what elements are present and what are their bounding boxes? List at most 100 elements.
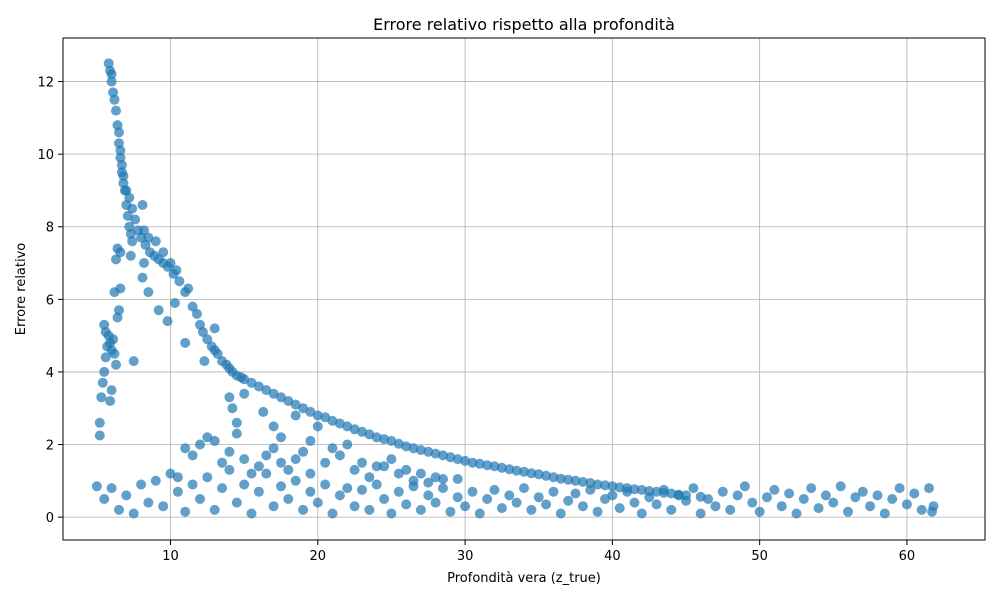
scatter-point bbox=[600, 494, 610, 504]
scatter-point bbox=[169, 298, 180, 308]
scatter-point bbox=[496, 462, 507, 473]
scatter-point bbox=[592, 506, 603, 517]
plot-frame bbox=[62, 37, 986, 541]
scatter-point bbox=[125, 250, 136, 261]
scatter-point bbox=[320, 457, 331, 468]
scatter-point bbox=[298, 504, 309, 515]
scatter-point bbox=[798, 494, 809, 504]
scatter-point bbox=[327, 508, 338, 519]
scatter-point bbox=[121, 200, 132, 210]
scatter-point bbox=[467, 486, 478, 497]
scatter-point bbox=[820, 490, 831, 501]
scatter-point bbox=[482, 460, 493, 471]
scatter-point bbox=[253, 381, 264, 392]
scatter-point bbox=[747, 497, 758, 508]
scatter-point bbox=[614, 482, 625, 493]
scatter-point bbox=[276, 481, 286, 492]
scatter-point bbox=[806, 483, 817, 494]
scatter-point bbox=[115, 247, 126, 258]
scatter-point bbox=[165, 468, 176, 479]
scatter-point bbox=[401, 499, 412, 510]
scatter-point bbox=[379, 434, 390, 445]
scatter-point bbox=[901, 499, 912, 510]
scatter-point bbox=[108, 334, 119, 345]
scatter-point bbox=[570, 475, 581, 486]
scatter-point bbox=[97, 377, 108, 388]
scatter-point bbox=[739, 481, 750, 492]
scatter-point bbox=[577, 501, 588, 512]
scatter-point bbox=[327, 443, 338, 454]
scatter-point bbox=[127, 236, 138, 247]
scatter-point bbox=[504, 490, 515, 501]
y-tick-label: 10 bbox=[37, 148, 54, 163]
scatter-point bbox=[118, 170, 129, 181]
scatter-point bbox=[909, 488, 920, 499]
scatter-point bbox=[320, 412, 331, 423]
scatter-point bbox=[122, 210, 133, 221]
scatter-point bbox=[128, 356, 139, 367]
scatter-point bbox=[541, 470, 552, 481]
scatter-point bbox=[474, 508, 485, 519]
scatter-point bbox=[143, 497, 154, 508]
scatter-point bbox=[334, 418, 345, 429]
scatter-point bbox=[128, 508, 139, 519]
scatter-point bbox=[666, 504, 677, 515]
scatter-point bbox=[357, 457, 367, 468]
scatter-point bbox=[305, 468, 316, 479]
axis-ticks: 10 20 30 40 50 60 0 2 4 6 8 10 12 bbox=[37, 76, 915, 564]
scatter-point bbox=[430, 497, 441, 508]
scatter-point bbox=[106, 69, 117, 80]
scatter-point bbox=[393, 438, 404, 449]
scatter-point bbox=[96, 392, 107, 403]
scatter-point bbox=[320, 479, 331, 490]
scatter-point bbox=[519, 466, 529, 477]
scatter-point bbox=[555, 473, 566, 484]
scatter-point bbox=[334, 490, 345, 501]
scatter-point bbox=[379, 461, 390, 472]
scatter-point bbox=[111, 359, 121, 370]
scatter-point bbox=[231, 417, 242, 428]
scatter-point bbox=[217, 457, 228, 468]
scatter-point bbox=[195, 439, 205, 450]
scatter-point bbox=[563, 495, 574, 506]
scatter-point bbox=[393, 468, 404, 479]
scatter-point bbox=[115, 145, 126, 156]
scatter-point bbox=[150, 475, 161, 486]
scatter-point bbox=[100, 352, 111, 363]
scatter-point bbox=[221, 359, 232, 370]
scatter-point bbox=[109, 348, 120, 359]
scatter-point bbox=[349, 424, 360, 435]
scatter-point bbox=[171, 265, 182, 276]
scatter-point bbox=[137, 272, 148, 283]
scatter-point bbox=[386, 454, 397, 465]
scatter-point bbox=[879, 508, 890, 519]
scatter-point bbox=[290, 399, 301, 410]
scatter-point bbox=[150, 236, 161, 247]
scatter-point bbox=[857, 486, 868, 497]
scatter-point bbox=[511, 497, 522, 508]
scatter-point bbox=[227, 403, 238, 414]
scatter-point bbox=[268, 443, 279, 454]
scatter-point bbox=[283, 494, 294, 504]
scatter-point bbox=[916, 504, 927, 515]
scatter-point bbox=[195, 494, 205, 504]
scatter-point bbox=[423, 446, 434, 457]
scatter-point bbox=[165, 258, 176, 268]
scatter-point bbox=[658, 484, 669, 495]
scatter-point bbox=[754, 506, 765, 517]
scatter-point bbox=[268, 501, 279, 512]
scatter-point bbox=[312, 497, 323, 508]
x-axis-label: Profondità vera (z_true) bbox=[447, 571, 601, 586]
scatter-point bbox=[258, 406, 269, 417]
scatter-point bbox=[227, 366, 238, 377]
scatter-point bbox=[268, 421, 279, 432]
scatter-point bbox=[172, 472, 183, 483]
scatter-point bbox=[236, 372, 247, 383]
scatter-point bbox=[695, 508, 706, 519]
scatter-point bbox=[261, 450, 272, 461]
scatter-point bbox=[217, 483, 228, 494]
scatter-point bbox=[548, 486, 559, 497]
scatter-point bbox=[732, 490, 743, 501]
scatter-point bbox=[231, 428, 242, 439]
scatter-point bbox=[438, 483, 448, 494]
